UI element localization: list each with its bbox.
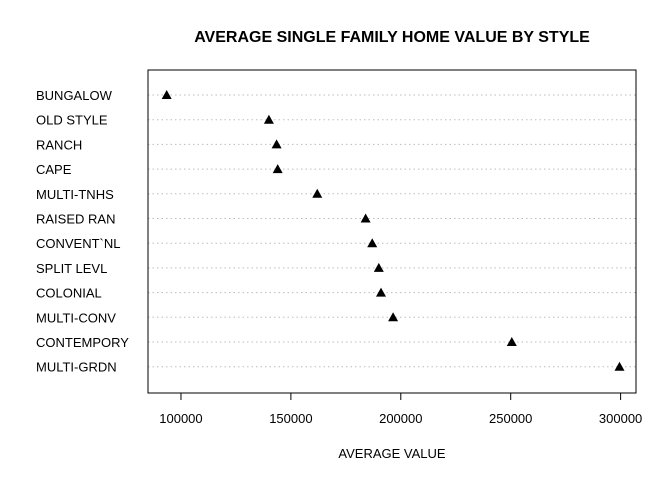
x-tick-label: 100000 bbox=[159, 411, 202, 426]
category-label: CAPE bbox=[36, 162, 72, 177]
data-point-marker bbox=[376, 287, 387, 297]
data-point-marker bbox=[271, 139, 282, 149]
gridlines bbox=[148, 94, 636, 368]
category-label: MULTI-CONV bbox=[36, 310, 116, 325]
category-label: CONVENT`NL bbox=[36, 236, 121, 251]
x-tick-label: 250000 bbox=[489, 411, 532, 426]
category-label: RAISED RAN bbox=[36, 212, 115, 227]
x-axis-label: AVERAGE VALUE bbox=[338, 446, 445, 461]
x-tick-label: 150000 bbox=[269, 411, 312, 426]
data-point-marker bbox=[312, 188, 323, 198]
data-point-marker bbox=[614, 361, 625, 371]
chart-title: AVERAGE SINGLE FAMILY HOME VALUE BY STYL… bbox=[194, 29, 590, 46]
x-axis: 100000 150000 200000 250000 300000 bbox=[159, 393, 642, 426]
data-point-marker bbox=[360, 213, 371, 223]
category-label: RANCH bbox=[36, 137, 82, 152]
category-label: COLONIAL bbox=[36, 286, 102, 301]
category-label: OLD STYLE bbox=[36, 113, 108, 128]
plot-frame bbox=[147, 69, 637, 394]
data-point-marker bbox=[388, 312, 399, 322]
data-markers bbox=[161, 90, 625, 371]
x-tick-label: 300000 bbox=[599, 411, 642, 426]
data-point-marker bbox=[263, 114, 274, 124]
category-labels: BUNGALOW OLD STYLE RANCH CAPE MULTI-TNHS RAIS… bbox=[36, 88, 129, 375]
data-point-marker bbox=[373, 262, 384, 272]
category-label: MULTI-TNHS bbox=[36, 187, 114, 202]
data-point-marker bbox=[367, 238, 378, 248]
category-label: MULTI-GRDN bbox=[36, 360, 117, 375]
data-point-marker bbox=[506, 337, 517, 346]
data-point-marker bbox=[161, 90, 172, 99]
data-point-marker bbox=[272, 164, 283, 174]
category-label: CONTEMPORY bbox=[36, 335, 129, 350]
category-label: SPLIT LEVL bbox=[36, 261, 107, 276]
x-tick-label: 200000 bbox=[379, 411, 422, 426]
category-label: BUNGALOW bbox=[36, 88, 113, 103]
